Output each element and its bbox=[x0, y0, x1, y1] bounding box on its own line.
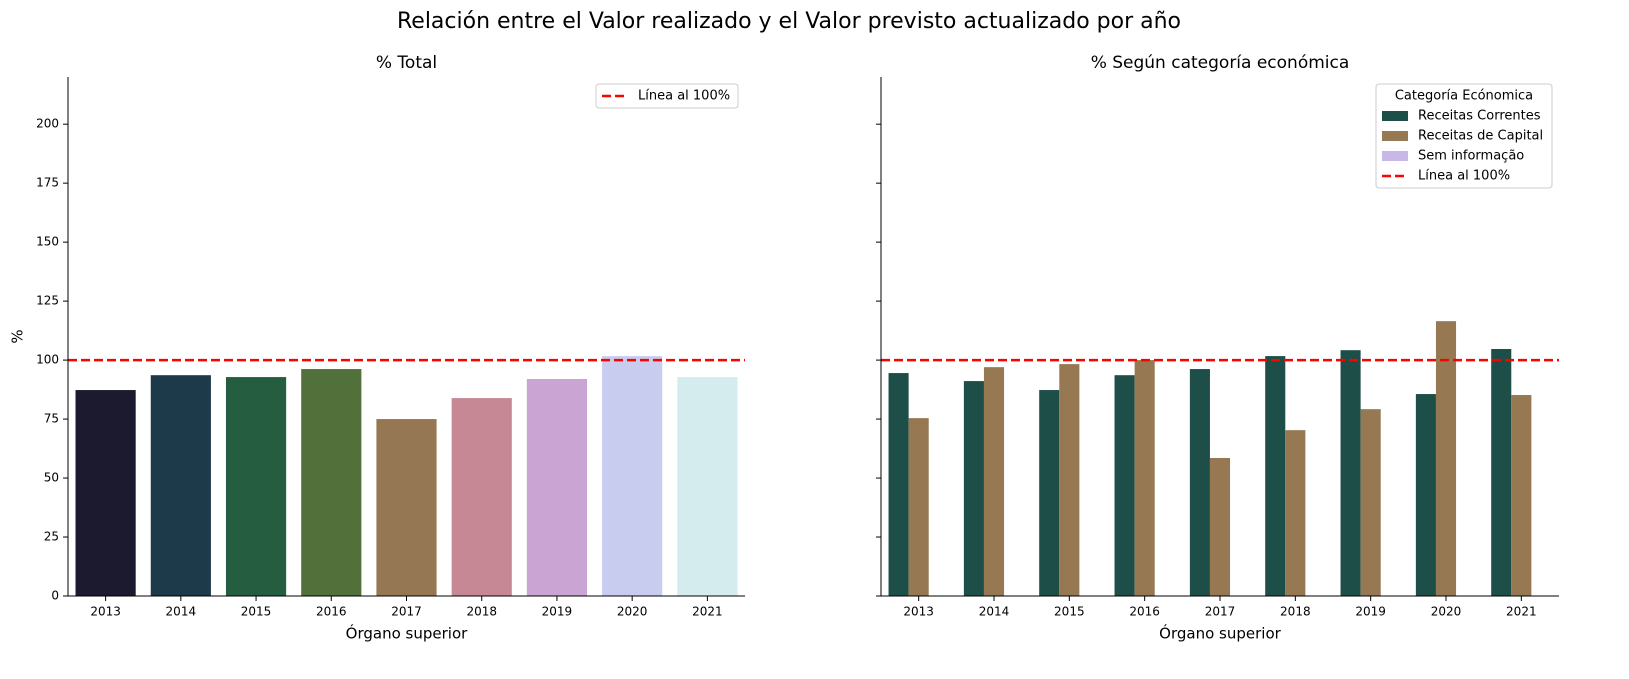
bar bbox=[1189, 369, 1210, 596]
x-tick-label: 2016 bbox=[316, 605, 347, 619]
y-tick-label: 175 bbox=[36, 176, 59, 190]
y-axis-label: % bbox=[9, 329, 27, 343]
x-tick-label: 2018 bbox=[466, 605, 497, 619]
bar bbox=[1114, 375, 1135, 596]
x-tick-label: 2014 bbox=[166, 605, 197, 619]
y-tick-label: 0 bbox=[51, 589, 59, 603]
subplot-title: % Según categoría económica bbox=[1091, 53, 1350, 73]
bar bbox=[1491, 349, 1512, 596]
y-tick-label: 100 bbox=[36, 353, 59, 367]
x-tick-label: 2014 bbox=[979, 605, 1010, 619]
bar bbox=[1511, 395, 1532, 596]
x-tick-label: 2020 bbox=[1431, 605, 1462, 619]
legend-swatch bbox=[1382, 111, 1408, 121]
x-tick-label: 2015 bbox=[241, 605, 272, 619]
y-tick-label: 125 bbox=[36, 294, 59, 308]
figure-title: Relación entre el Valor realizado y el V… bbox=[397, 9, 1181, 34]
bar bbox=[983, 367, 1005, 596]
x-axis-label: Órgano superior bbox=[1159, 624, 1281, 643]
x-tick-label: 2018 bbox=[1280, 605, 1311, 619]
x-tick-label: 2013 bbox=[90, 605, 121, 619]
bar bbox=[908, 418, 929, 596]
bar bbox=[301, 369, 362, 596]
bar bbox=[451, 398, 512, 596]
x-axis-label: Órgano superior bbox=[346, 624, 468, 643]
legend-swatch bbox=[1382, 131, 1408, 141]
bar bbox=[602, 356, 663, 596]
legend-label: Receitas Correntes bbox=[1418, 109, 1541, 124]
x-tick-label: 2020 bbox=[617, 605, 648, 619]
x-tick-label: 2015 bbox=[1054, 605, 1085, 619]
y-tick-label: 25 bbox=[44, 530, 59, 544]
x-tick-label: 2013 bbox=[903, 605, 934, 619]
bar bbox=[1209, 457, 1231, 596]
x-tick-label: 2017 bbox=[391, 605, 422, 619]
bar bbox=[677, 377, 738, 596]
legend-label: Sem informação bbox=[1418, 149, 1524, 164]
subplot-title: % Total bbox=[376, 53, 437, 73]
legend-box bbox=[1375, 83, 1553, 189]
x-tick-label: 2016 bbox=[1129, 605, 1160, 619]
bar bbox=[225, 377, 287, 596]
x-tick-label: 2019 bbox=[542, 605, 573, 619]
legend-label: Línea al 100% bbox=[638, 89, 730, 104]
bar bbox=[150, 375, 211, 596]
x-tick-label: 2017 bbox=[1205, 605, 1236, 619]
x-tick-label: 2021 bbox=[1506, 605, 1537, 619]
bar bbox=[1134, 360, 1155, 596]
y-tick-label: 50 bbox=[44, 471, 59, 485]
x-tick-label: 2019 bbox=[1355, 605, 1386, 619]
bar bbox=[963, 381, 984, 596]
legend-label: Línea al 100% bbox=[1418, 169, 1510, 184]
bar bbox=[1435, 321, 1457, 596]
legend-box bbox=[595, 83, 739, 109]
bar bbox=[1340, 350, 1361, 596]
x-tick-label: 2021 bbox=[692, 605, 723, 619]
legend-swatch bbox=[1382, 151, 1408, 161]
bar bbox=[1415, 394, 1436, 596]
bar bbox=[376, 419, 437, 596]
y-tick-label: 200 bbox=[36, 117, 59, 131]
bar bbox=[1360, 409, 1381, 596]
legend-label: Receitas de Capital bbox=[1418, 129, 1543, 144]
bar bbox=[1265, 356, 1286, 596]
bar bbox=[75, 390, 136, 596]
bar bbox=[1285, 430, 1306, 596]
bar bbox=[526, 378, 588, 596]
bar bbox=[1059, 364, 1080, 596]
legend-title: Categoría Ecónomica bbox=[1395, 89, 1533, 104]
bar bbox=[888, 373, 909, 596]
bar bbox=[1039, 390, 1060, 596]
y-tick-label: 150 bbox=[36, 235, 59, 249]
y-tick-label: 75 bbox=[44, 412, 59, 426]
